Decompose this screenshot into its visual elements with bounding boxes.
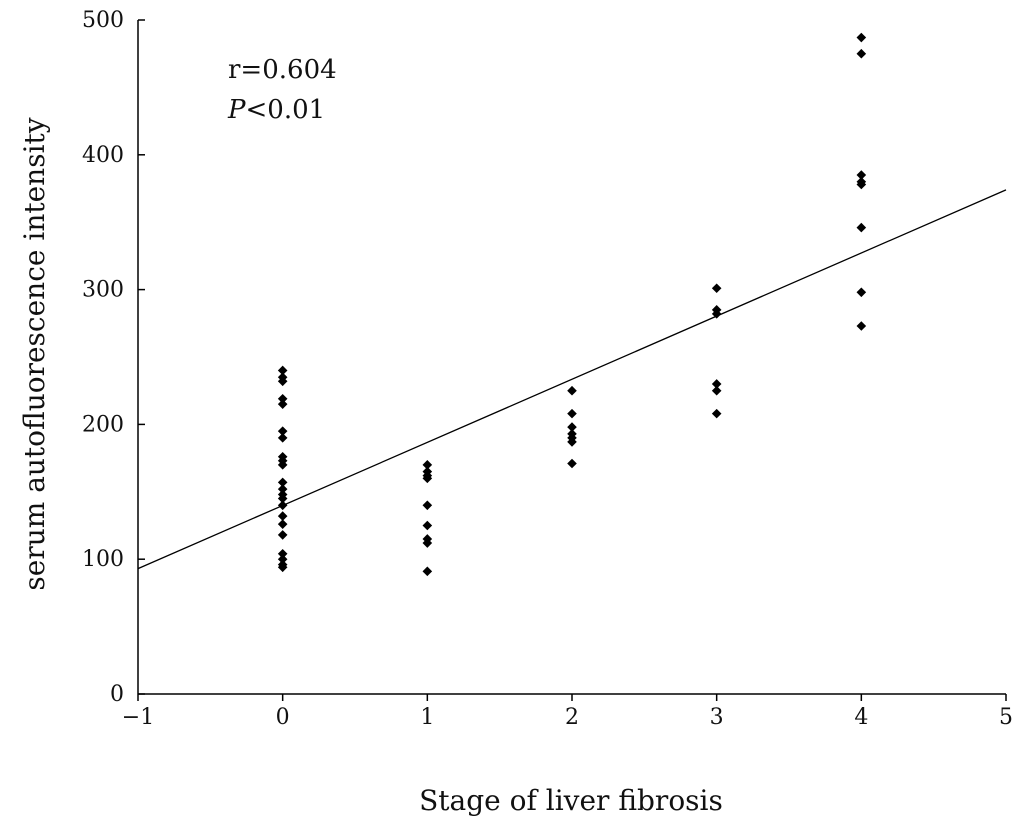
data-point — [856, 176, 867, 187]
y-tick-label: 100 — [82, 547, 124, 572]
x-tick-label: 3 — [710, 705, 724, 730]
data-point — [277, 460, 288, 470]
trendline — [137, 189, 1007, 570]
data-point — [277, 365, 288, 376]
data-point — [277, 484, 288, 494]
tick-marks — [137, 19, 1007, 701]
data-point — [711, 283, 722, 294]
data-point — [711, 309, 722, 319]
x-axis-title: Stage of liver fibrosis — [419, 784, 723, 817]
data-point — [422, 470, 433, 481]
data-point — [856, 32, 867, 43]
data-point — [567, 408, 577, 419]
data-point — [277, 399, 288, 409]
data-point — [422, 566, 433, 577]
data-point — [277, 426, 288, 436]
data-points — [277, 32, 867, 577]
data-point — [277, 562, 288, 573]
data-point — [856, 170, 867, 180]
data-point — [277, 477, 288, 488]
data-point — [422, 520, 433, 531]
y-tick-label: 500 — [82, 8, 124, 33]
x-tick-label: 5 — [999, 705, 1013, 730]
data-point — [422, 500, 433, 511]
data-point — [277, 376, 288, 387]
y-axis-title: serum autofluorescence intensity — [18, 117, 51, 590]
data-point — [277, 500, 288, 511]
x-tick-label: 4 — [854, 705, 868, 730]
y-tick-label: 300 — [82, 278, 124, 303]
trendline-group — [137, 189, 1007, 570]
data-point — [856, 48, 867, 59]
data-point — [567, 422, 577, 432]
x-tick-label: 0 — [276, 705, 290, 730]
p-value-annotation: P<0.01 — [227, 95, 325, 125]
data-point — [422, 460, 433, 470]
data-point — [277, 519, 288, 529]
data-point — [567, 458, 577, 469]
data-point — [856, 222, 867, 233]
data-point — [856, 321, 867, 331]
correlation-annotation: r=0.604 — [228, 55, 337, 85]
data-point — [711, 408, 722, 419]
y-tick-label: 0 — [110, 682, 124, 707]
y-tick-label: 200 — [82, 412, 124, 437]
data-point — [277, 511, 288, 521]
data-point — [277, 549, 288, 559]
x-tick-label: 2 — [565, 705, 579, 730]
data-point — [711, 385, 722, 396]
data-point — [567, 437, 577, 447]
data-point — [711, 379, 722, 389]
x-tick-label: −1 — [122, 705, 154, 730]
data-point — [856, 287, 867, 298]
data-point — [277, 554, 288, 564]
data-point — [277, 530, 288, 540]
data-point — [277, 493, 288, 504]
data-point — [422, 538, 433, 548]
data-point — [567, 385, 577, 396]
data-point — [277, 393, 288, 404]
x-tick-label: 1 — [420, 705, 434, 730]
p-value-text: <0.01 — [246, 95, 326, 125]
p-symbol: P — [227, 95, 246, 125]
y-tick-label: 400 — [82, 143, 124, 168]
data-point — [277, 433, 288, 443]
